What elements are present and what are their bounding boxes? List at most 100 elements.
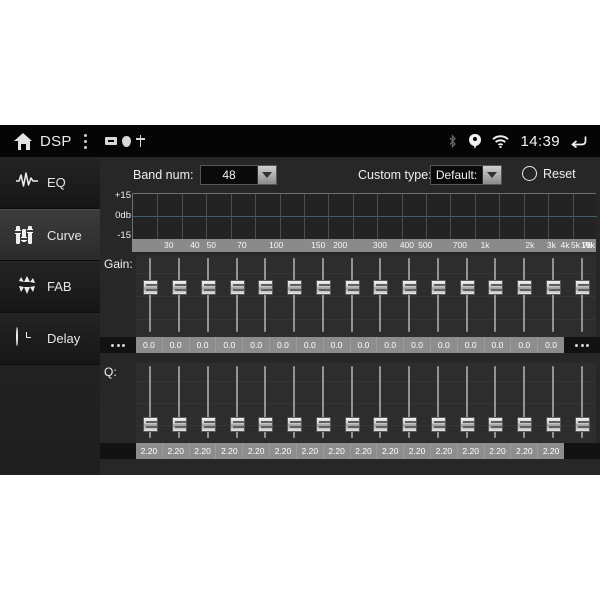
slider[interactable] [223, 363, 251, 443]
slider-thumb[interactable] [172, 280, 187, 295]
slider[interactable] [481, 255, 509, 337]
slider-thumb[interactable] [201, 417, 216, 432]
slider-track[interactable] [494, 258, 496, 332]
kebab-menu-icon[interactable] [83, 132, 88, 150]
chevron-down-icon[interactable] [257, 166, 276, 184]
slider-thumb[interactable] [546, 280, 561, 295]
slider-track[interactable] [552, 258, 554, 332]
slider-track[interactable] [236, 366, 238, 438]
slider-track[interactable] [379, 366, 381, 438]
back-arrow-icon[interactable] [571, 134, 587, 149]
slider-thumb[interactable] [517, 417, 532, 432]
slider-thumb[interactable] [373, 417, 388, 432]
slider-thumb[interactable] [402, 417, 417, 432]
slider[interactable] [251, 363, 279, 443]
slider-thumb[interactable] [201, 280, 216, 295]
slider-thumb[interactable] [431, 417, 446, 432]
slider[interactable] [309, 255, 337, 337]
sidebar-item-curve[interactable]: Curve [0, 209, 100, 261]
slider-thumb[interactable] [143, 280, 158, 295]
slider-track[interactable] [437, 258, 439, 332]
slider-thumb[interactable] [431, 280, 446, 295]
q-slider-group[interactable] [136, 363, 596, 443]
band-num-select[interactable]: 48 [200, 165, 277, 185]
slider-thumb[interactable] [460, 280, 475, 295]
slider[interactable] [424, 363, 452, 443]
slider-track[interactable] [494, 366, 496, 438]
slider[interactable] [366, 363, 394, 443]
slider-track[interactable] [523, 258, 525, 332]
slider-thumb[interactable] [345, 280, 360, 295]
slider[interactable] [424, 255, 452, 337]
slider-track[interactable] [523, 366, 525, 438]
slider-thumb[interactable] [488, 417, 503, 432]
slider[interactable] [366, 255, 394, 337]
slider-thumb[interactable] [143, 417, 158, 432]
slider-track[interactable] [264, 258, 266, 332]
slider-thumb[interactable] [316, 417, 331, 432]
slider-track[interactable] [322, 258, 324, 332]
slider-track[interactable] [379, 258, 381, 332]
reset-button[interactable]: Reset [522, 166, 576, 181]
slider[interactable] [136, 363, 164, 443]
slider-thumb[interactable] [575, 417, 590, 432]
slider-track[interactable] [178, 366, 180, 438]
slider-thumb[interactable] [345, 417, 360, 432]
chevron-down-icon[interactable] [482, 166, 501, 184]
sidebar-item-eq[interactable]: EQ [0, 157, 100, 209]
slider-thumb[interactable] [575, 280, 590, 295]
slider-thumb[interactable] [287, 417, 302, 432]
slider-thumb[interactable] [172, 417, 187, 432]
slider[interactable] [539, 255, 567, 337]
slider-track[interactable] [408, 366, 410, 438]
custom-type-select[interactable]: Default: [430, 165, 502, 185]
home-icon[interactable] [14, 132, 33, 150]
slider-track[interactable] [236, 258, 238, 332]
slider[interactable] [165, 363, 193, 443]
slider-track[interactable] [351, 258, 353, 332]
slider-thumb[interactable] [258, 280, 273, 295]
gain-more-left-button[interactable] [100, 337, 136, 353]
slider-thumb[interactable] [546, 417, 561, 432]
slider-thumb[interactable] [517, 280, 532, 295]
slider-track[interactable] [322, 366, 324, 438]
slider[interactable] [510, 363, 538, 443]
slider[interactable] [280, 363, 308, 443]
slider[interactable] [568, 255, 596, 337]
slider-track[interactable] [293, 258, 295, 332]
slider-track[interactable] [207, 366, 209, 438]
slider[interactable] [395, 363, 423, 443]
slider[interactable] [338, 255, 366, 337]
slider-thumb[interactable] [230, 417, 245, 432]
eq-curve-chart[interactable]: +15 0db -15 30 40 50 70 100 150 200 300 400 500 70… [100, 190, 600, 253]
slider-track[interactable] [149, 258, 151, 332]
chart-plot-area[interactable] [132, 193, 597, 240]
slider[interactable] [453, 363, 481, 443]
slider-track[interactable] [466, 366, 468, 438]
sidebar-item-delay[interactable]: Delay [0, 313, 100, 365]
gain-slider-group[interactable] [136, 255, 596, 337]
slider[interactable] [510, 255, 538, 337]
slider[interactable] [280, 255, 308, 337]
slider[interactable] [223, 255, 251, 337]
slider[interactable] [194, 255, 222, 337]
slider-thumb[interactable] [488, 280, 503, 295]
slider[interactable] [481, 363, 509, 443]
slider-track[interactable] [178, 258, 180, 332]
slider-thumb[interactable] [287, 280, 302, 295]
slider-thumb[interactable] [230, 280, 245, 295]
slider[interactable] [309, 363, 337, 443]
slider-track[interactable] [264, 366, 266, 438]
slider[interactable] [251, 255, 279, 337]
slider[interactable] [194, 363, 222, 443]
slider-thumb[interactable] [373, 280, 388, 295]
slider-thumb[interactable] [258, 417, 273, 432]
slider-thumb[interactable] [402, 280, 417, 295]
slider-track[interactable] [437, 366, 439, 438]
slider-track[interactable] [466, 258, 468, 332]
gain-more-right-button[interactable] [564, 337, 600, 353]
slider-track[interactable] [351, 366, 353, 438]
slider[interactable] [568, 363, 596, 443]
slider[interactable] [395, 255, 423, 337]
slider-track[interactable] [581, 366, 583, 438]
